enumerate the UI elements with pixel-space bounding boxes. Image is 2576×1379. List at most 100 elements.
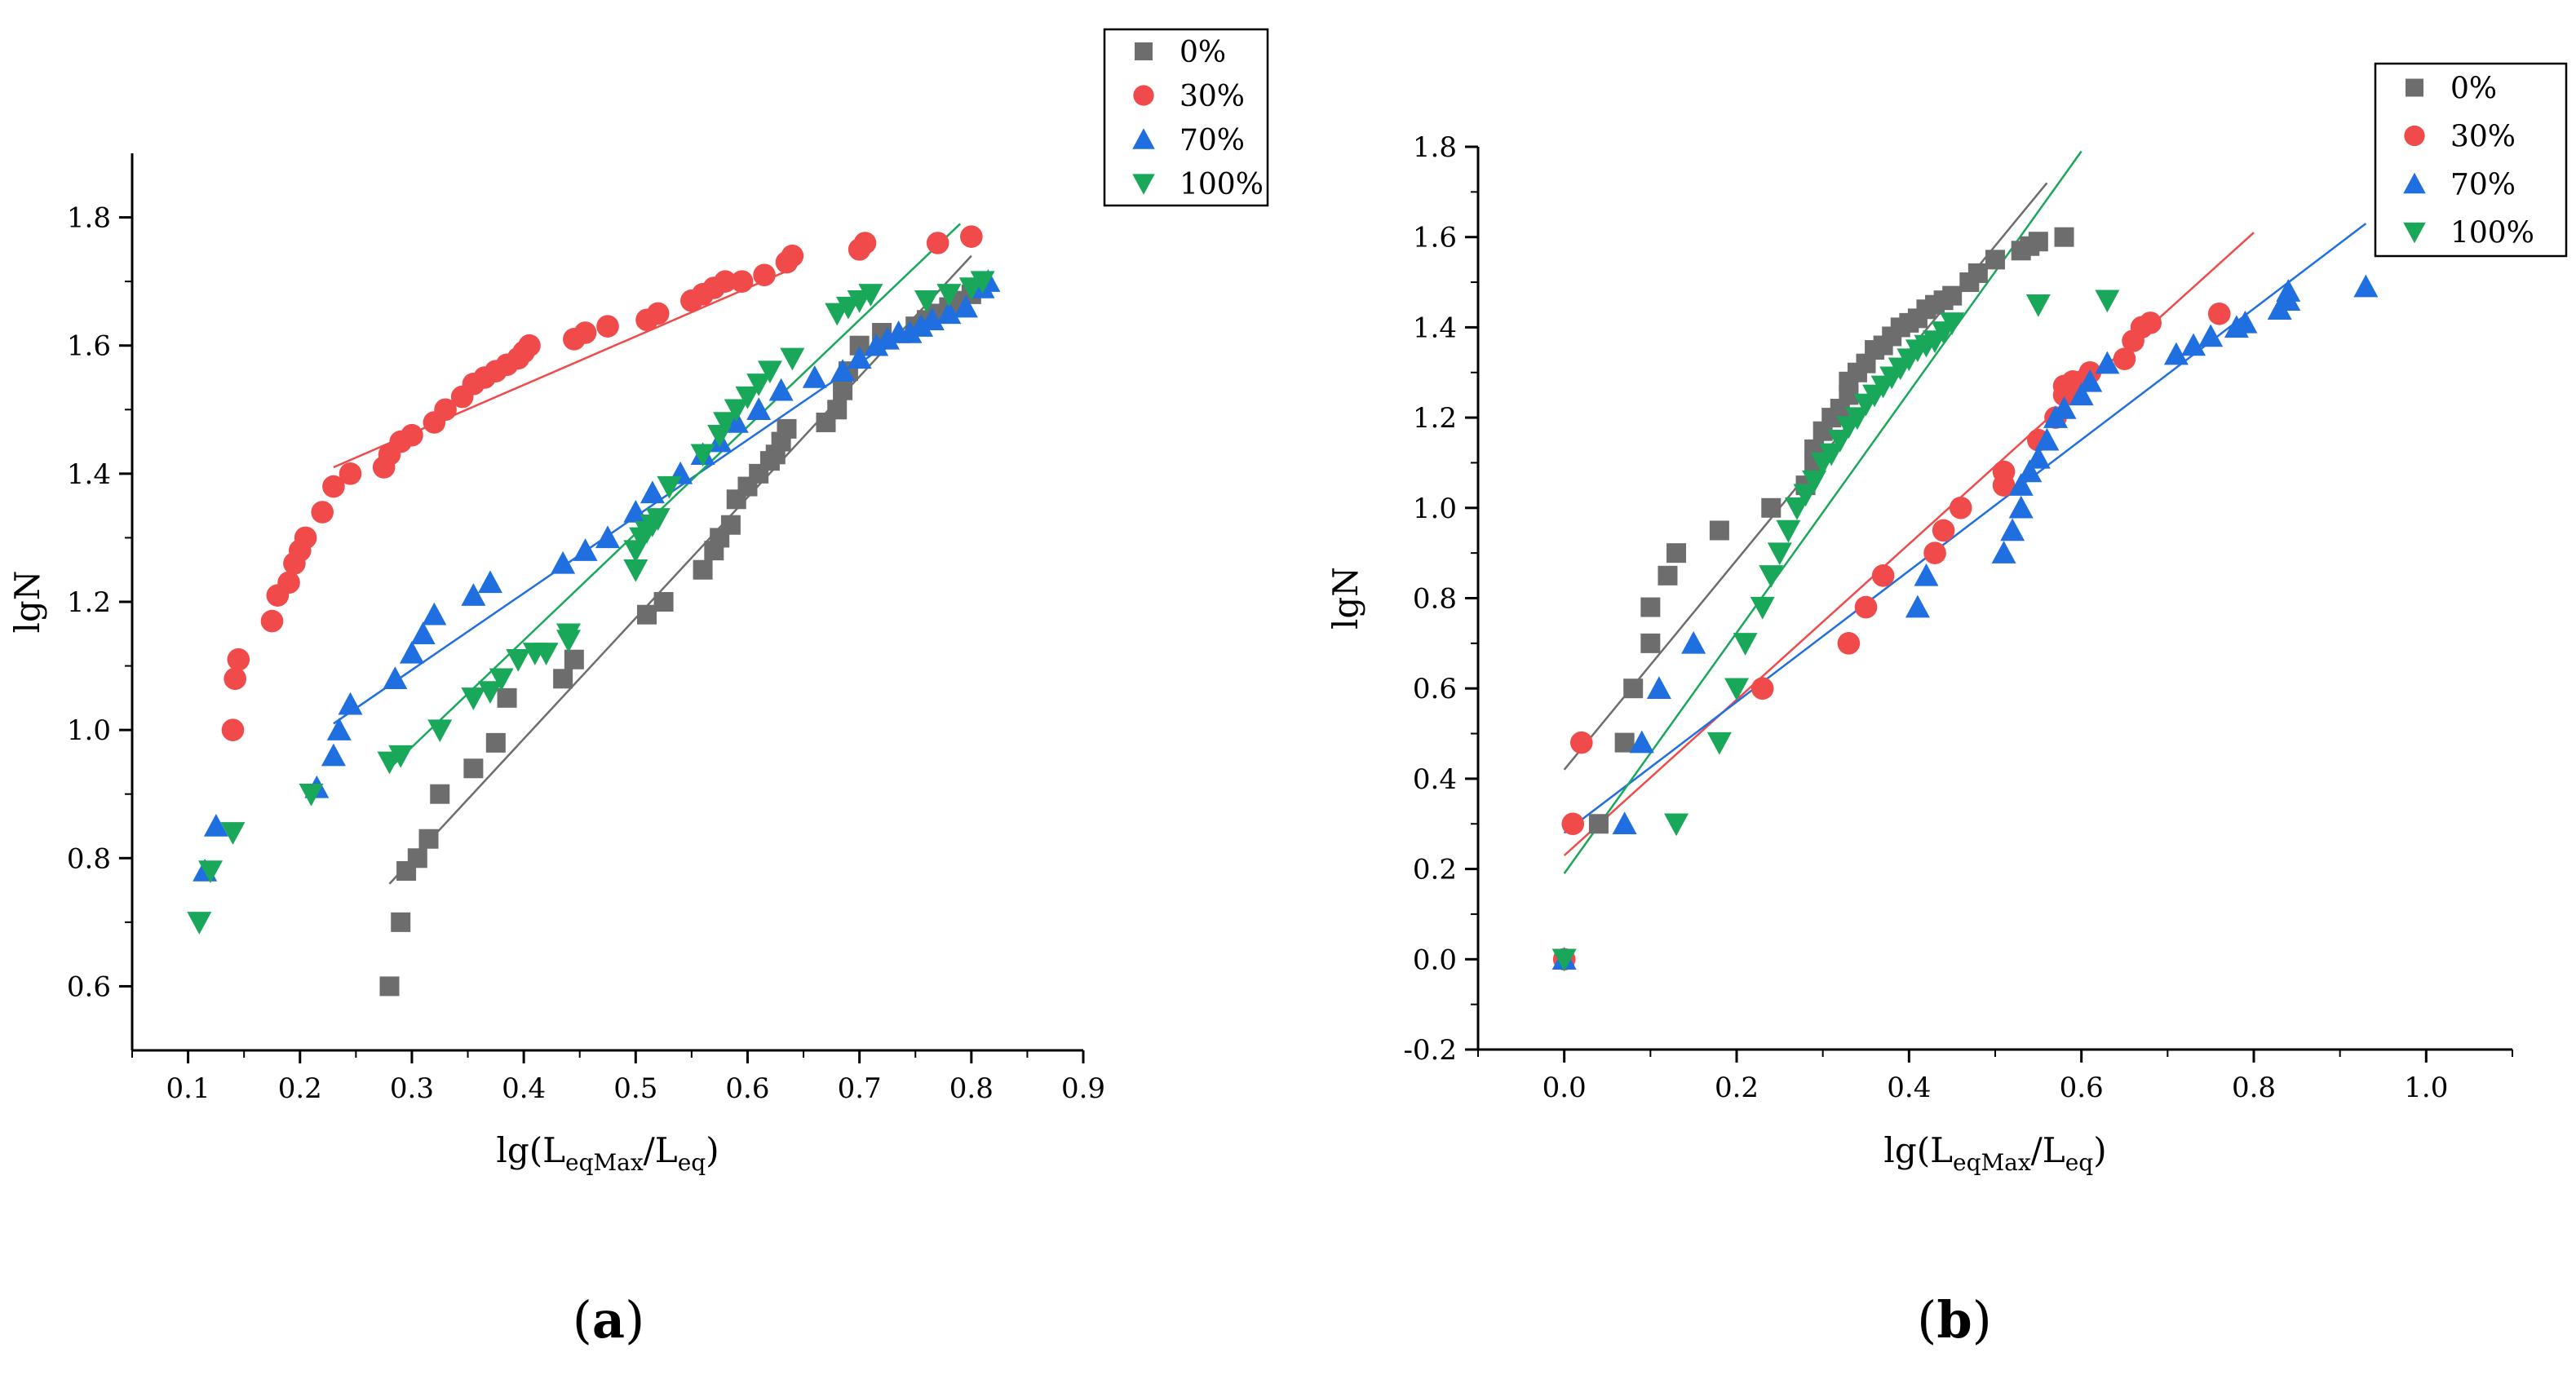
data-point — [960, 225, 983, 248]
y-tick-label: 1.6 — [1413, 222, 1457, 254]
data-point — [1614, 732, 1635, 753]
legend-label: 100% — [1180, 168, 1264, 201]
panel-label: (b) — [1917, 1290, 1992, 1350]
data-point — [2276, 279, 2301, 302]
data-point — [1940, 312, 1965, 335]
data-point — [919, 307, 945, 331]
data-point — [573, 538, 598, 561]
data-point — [1992, 460, 2016, 484]
x-tick-label: 0.2 — [1715, 1072, 1759, 1104]
data-point — [1854, 595, 1878, 619]
data-point — [553, 669, 573, 689]
fit-line-100pct — [1563, 150, 2082, 874]
y-tick-label: 1.0 — [67, 714, 111, 747]
data-point — [858, 284, 883, 307]
y-tick-label: 1.2 — [1413, 402, 1457, 435]
panel-label: (a) — [573, 1290, 645, 1350]
data-point — [640, 480, 665, 504]
legend-label: 0% — [1180, 36, 1226, 69]
data-point — [2078, 369, 2103, 392]
y-tick-label: 0.2 — [1413, 854, 1457, 886]
x-tick-label: 0.2 — [278, 1072, 322, 1105]
data-point — [953, 294, 978, 318]
data-point — [2069, 382, 2094, 406]
data-point — [746, 397, 772, 421]
data-point — [693, 559, 713, 580]
data-point — [338, 692, 363, 715]
data-point — [555, 623, 581, 647]
data-point — [2353, 274, 2379, 298]
y-tick-label: 1.8 — [67, 202, 111, 235]
data-point — [321, 743, 346, 767]
data-point — [1949, 497, 1972, 519]
data-point — [1844, 407, 1870, 431]
y-tick-label: 0.6 — [1413, 673, 1457, 705]
data-point — [418, 829, 439, 849]
data-point — [1640, 597, 1661, 617]
data-point — [830, 359, 856, 382]
data-point — [2008, 473, 2034, 496]
y-tick-label: 0.8 — [67, 842, 111, 875]
data-point — [853, 232, 877, 254]
data-point — [2095, 290, 2120, 313]
fit-line-0pct — [388, 254, 972, 885]
data-point — [1666, 543, 1687, 564]
data-point — [1761, 497, 1782, 518]
data-point — [1561, 812, 1585, 836]
data-point — [713, 412, 738, 435]
y-tick-label: 1.4 — [67, 458, 111, 491]
x-tick-label: 0.3 — [390, 1072, 434, 1105]
data-point — [533, 643, 559, 665]
data-point — [573, 321, 597, 344]
data-point — [2233, 310, 2258, 334]
data-point — [936, 284, 962, 307]
legend: 0% 30% 70% 100% — [1103, 28, 1269, 207]
data-point — [657, 475, 682, 499]
y-axis-label: lgN — [7, 570, 47, 633]
data-point — [1751, 677, 1774, 700]
data-point — [827, 400, 848, 420]
legend-label: 70% — [2450, 169, 2516, 202]
data-point — [720, 515, 741, 535]
data-point — [1658, 565, 1678, 586]
legend-label: 0% — [2450, 73, 2497, 106]
data-point — [410, 621, 436, 645]
data-point — [1942, 285, 1963, 306]
data-point — [2028, 232, 2048, 252]
data-point — [833, 380, 853, 400]
x-tick-label: 0.9 — [1061, 1072, 1105, 1105]
x-tick-label: 1.0 — [2404, 1072, 2448, 1104]
data-point — [2054, 227, 2074, 247]
data-point — [506, 648, 531, 672]
data-point — [1967, 263, 1988, 283]
data-point — [746, 373, 772, 396]
x-axis-label: lg(LeqMax/Leq) — [496, 1130, 719, 1176]
data-point — [1827, 430, 1852, 453]
data-point — [768, 378, 794, 401]
data-point — [401, 423, 423, 447]
data-point — [203, 814, 228, 837]
data-point — [399, 640, 424, 664]
data-point — [2034, 427, 2060, 451]
y-tick-label: 1.0 — [1413, 493, 1457, 525]
legend-label: 70% — [1180, 124, 1245, 157]
legend-marker-70pct — [1132, 128, 1155, 149]
y-tick-label: 0.6 — [67, 970, 111, 1003]
y-tick-label: 1.2 — [67, 586, 111, 619]
data-point — [564, 649, 584, 670]
data-point — [802, 365, 827, 388]
data-point — [757, 360, 782, 384]
data-point — [383, 666, 408, 690]
data-point — [1784, 497, 1809, 520]
x-tick-label: 0.4 — [1887, 1072, 1931, 1104]
data-point — [874, 326, 900, 350]
y-tick-label: 1.8 — [1413, 131, 1457, 164]
legend-label: 30% — [2450, 121, 2516, 154]
x-tick-label: 0.4 — [502, 1072, 546, 1105]
data-point — [1991, 541, 2016, 564]
data-point — [2025, 294, 2051, 317]
data-point — [187, 912, 212, 935]
data-point — [595, 525, 620, 549]
data-point — [897, 320, 923, 343]
